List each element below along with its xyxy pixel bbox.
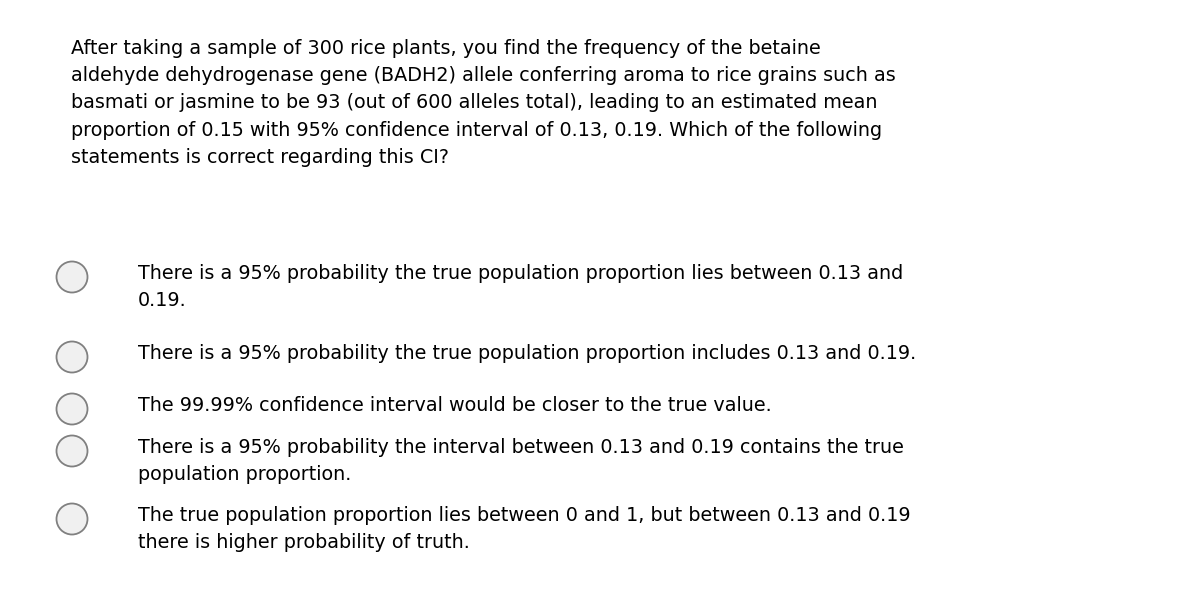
Text: There is a 95% probability the interval between 0.13 and 0.19 contains the true
: There is a 95% probability the interval … <box>138 438 904 484</box>
Text: There is a 95% probability the true population proportion includes 0.13 and 0.19: There is a 95% probability the true popu… <box>138 344 917 363</box>
Text: There is a 95% probability the true population proportion lies between 0.13 and
: There is a 95% probability the true popu… <box>138 264 904 310</box>
Text: The true population proportion lies between 0 and 1, but between 0.13 and 0.19
t: The true population proportion lies betw… <box>138 506 911 552</box>
Circle shape <box>56 504 88 535</box>
Circle shape <box>56 435 88 466</box>
Circle shape <box>56 393 88 425</box>
Text: After taking a sample of 300 rice plants, you find the frequency of the betaine
: After taking a sample of 300 rice plants… <box>71 39 895 167</box>
Text: The 99.99% confidence interval would be closer to the true value.: The 99.99% confidence interval would be … <box>138 396 772 415</box>
Circle shape <box>56 342 88 372</box>
Circle shape <box>56 261 88 292</box>
